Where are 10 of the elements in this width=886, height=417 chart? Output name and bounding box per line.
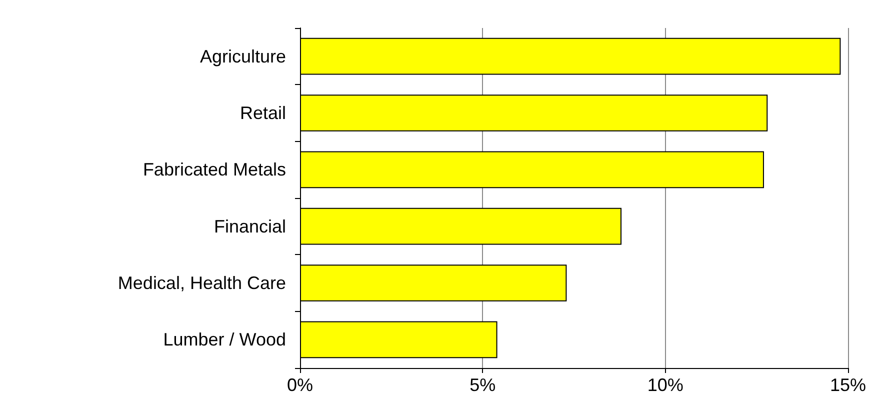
y-tick-label: Agriculture [200, 46, 286, 66]
y-tick-label: Lumber / Wood [163, 330, 286, 350]
y-tick-label: Financial [214, 216, 286, 236]
x-tick-label: 0% [286, 375, 314, 395]
x-tick-label: 15% [830, 375, 866, 395]
x-tick-label: 5% [470, 375, 496, 395]
y-tick-label: Fabricated Metals [142, 160, 286, 180]
x-tick-label: 10% [647, 375, 684, 395]
y-tick-label: Retail [240, 103, 286, 123]
y-tick-label: Medical, Health Care [118, 273, 286, 293]
